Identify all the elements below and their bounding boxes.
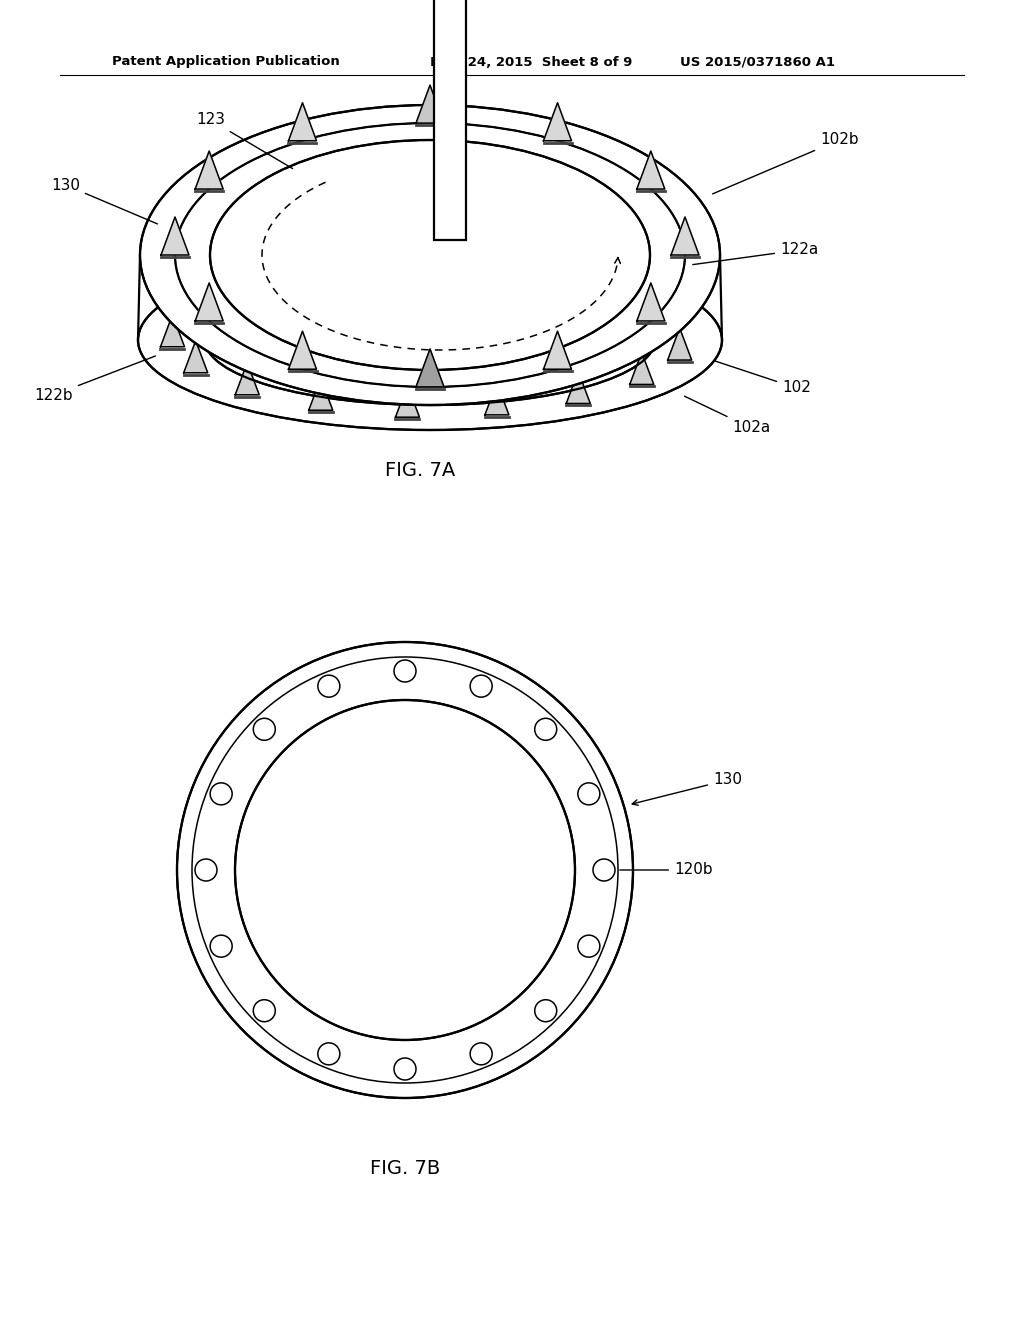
Text: 102: 102 <box>715 360 811 396</box>
Text: 123: 123 <box>196 112 293 169</box>
Text: 102a: 102a <box>684 396 770 436</box>
Ellipse shape <box>253 718 275 741</box>
Text: Dec. 24, 2015  Sheet 8 of 9: Dec. 24, 2015 Sheet 8 of 9 <box>430 55 633 69</box>
Ellipse shape <box>535 718 557 741</box>
Ellipse shape <box>205 275 655 405</box>
Ellipse shape <box>140 106 720 405</box>
Text: 122b: 122b <box>35 356 156 403</box>
Polygon shape <box>434 0 466 240</box>
Text: 102b: 102b <box>713 132 859 194</box>
Text: 120b: 120b <box>620 862 713 878</box>
Polygon shape <box>161 216 189 255</box>
Polygon shape <box>183 341 208 372</box>
Polygon shape <box>196 282 223 321</box>
Polygon shape <box>671 216 699 255</box>
Polygon shape <box>196 150 223 189</box>
Ellipse shape <box>253 999 275 1022</box>
Text: Patent Application Publication: Patent Application Publication <box>112 55 340 69</box>
Polygon shape <box>289 331 316 370</box>
Polygon shape <box>637 150 665 189</box>
Ellipse shape <box>138 249 722 430</box>
Ellipse shape <box>470 1043 493 1065</box>
Ellipse shape <box>394 660 416 682</box>
Ellipse shape <box>317 1043 340 1065</box>
Polygon shape <box>416 348 444 387</box>
Ellipse shape <box>470 675 493 697</box>
Ellipse shape <box>535 999 557 1022</box>
Text: FIG. 7B: FIG. 7B <box>370 1159 440 1177</box>
Text: US 2015/0371860 A1: US 2015/0371860 A1 <box>680 55 835 69</box>
Polygon shape <box>566 371 590 404</box>
Text: 130: 130 <box>632 772 742 805</box>
Polygon shape <box>485 383 509 414</box>
Text: 130: 130 <box>51 177 158 224</box>
Polygon shape <box>637 282 665 321</box>
Polygon shape <box>161 314 184 347</box>
Ellipse shape <box>210 140 650 370</box>
Ellipse shape <box>195 859 217 880</box>
Ellipse shape <box>317 675 340 697</box>
Ellipse shape <box>578 783 600 805</box>
Ellipse shape <box>394 1059 416 1080</box>
Polygon shape <box>630 352 653 384</box>
Polygon shape <box>668 329 691 360</box>
Ellipse shape <box>177 642 633 1098</box>
Polygon shape <box>416 84 444 123</box>
Ellipse shape <box>234 700 575 1040</box>
Polygon shape <box>236 363 259 395</box>
Text: 122a: 122a <box>693 243 818 264</box>
Ellipse shape <box>175 123 685 387</box>
Ellipse shape <box>210 783 232 805</box>
Polygon shape <box>309 379 333 411</box>
Polygon shape <box>544 331 571 370</box>
Ellipse shape <box>210 935 232 957</box>
Polygon shape <box>544 103 571 141</box>
Ellipse shape <box>593 859 615 880</box>
Polygon shape <box>395 385 420 417</box>
Text: FIG. 7A: FIG. 7A <box>385 461 455 479</box>
Polygon shape <box>289 103 316 141</box>
Ellipse shape <box>578 935 600 957</box>
